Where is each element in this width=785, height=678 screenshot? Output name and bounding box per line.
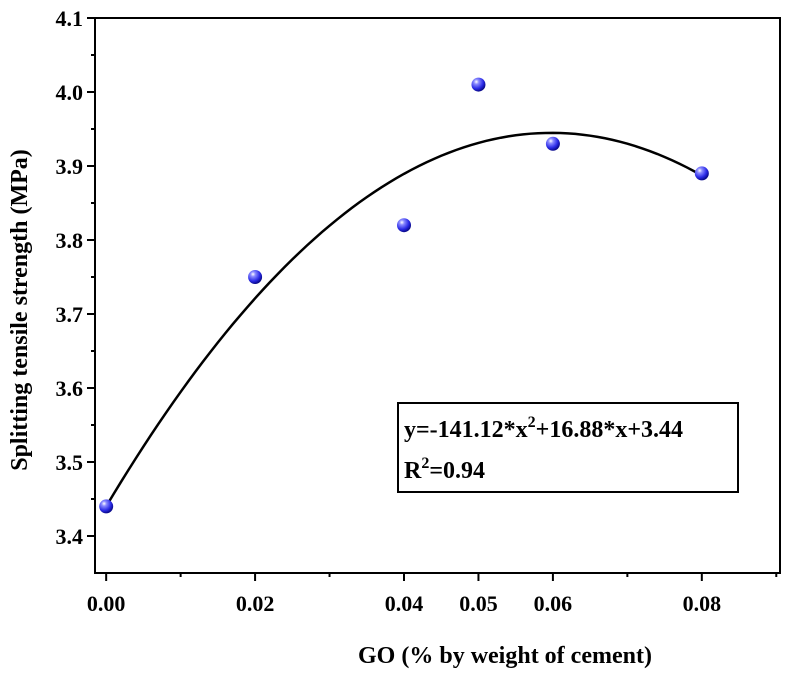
y-tick-label: 3.4: [56, 524, 84, 549]
y-tick-label: 3.7: [56, 302, 84, 327]
x-tick-label: 0.00: [87, 591, 126, 616]
r2-text: R2=0.94: [404, 455, 485, 484]
equation-suffix: +16.88*x+3.44: [536, 417, 683, 443]
r2-suffix: =0.94: [429, 458, 485, 484]
y-axis-ticks: 3.4 3.5 3.6 3.7 3.8 3.9 4.0 4.1: [56, 6, 95, 549]
r2-prefix: R: [404, 458, 422, 484]
x-axis-ticks: 0.00 0.02 0.04 0.05 0.06 0.08: [87, 573, 778, 616]
equation-prefix: y=-141.12*x: [404, 417, 528, 443]
equation-sup: 2: [528, 414, 536, 431]
y-tick-label: 3.8: [56, 228, 84, 253]
plot-frame: [94, 17, 781, 574]
x-tick-label: 0.06: [534, 591, 573, 616]
x-tick-label: 0.04: [385, 591, 424, 616]
equation-text: y=-141.12*x2+16.88*x+3.44: [404, 414, 683, 443]
data-points: [99, 77, 709, 514]
data-point: [471, 77, 486, 92]
r2-sup: 2: [421, 455, 429, 472]
data-point: [396, 218, 411, 233]
y-tick-label: 3.9: [56, 154, 84, 179]
data-point: [248, 270, 263, 284]
data-point: [99, 499, 114, 514]
data-point: [694, 166, 709, 181]
y-tick-label: 3.5: [56, 450, 84, 475]
y-tick-label: 3.6: [56, 376, 84, 401]
x-tick-label: 0.02: [236, 591, 275, 616]
y-tick-label: 4.1: [56, 6, 84, 31]
fit-curve: [105, 131, 703, 508]
data-point: [545, 136, 560, 151]
x-tick-label: 0.08: [683, 591, 722, 616]
x-axis-title: GO (% by weight of cement): [358, 643, 652, 669]
y-axis-title: Splitting tensile strength (MPa): [7, 149, 33, 471]
annotation-box: [397, 402, 739, 493]
x-tick-label: 0.05: [459, 591, 498, 616]
y-tick-label: 4.0: [56, 80, 84, 105]
